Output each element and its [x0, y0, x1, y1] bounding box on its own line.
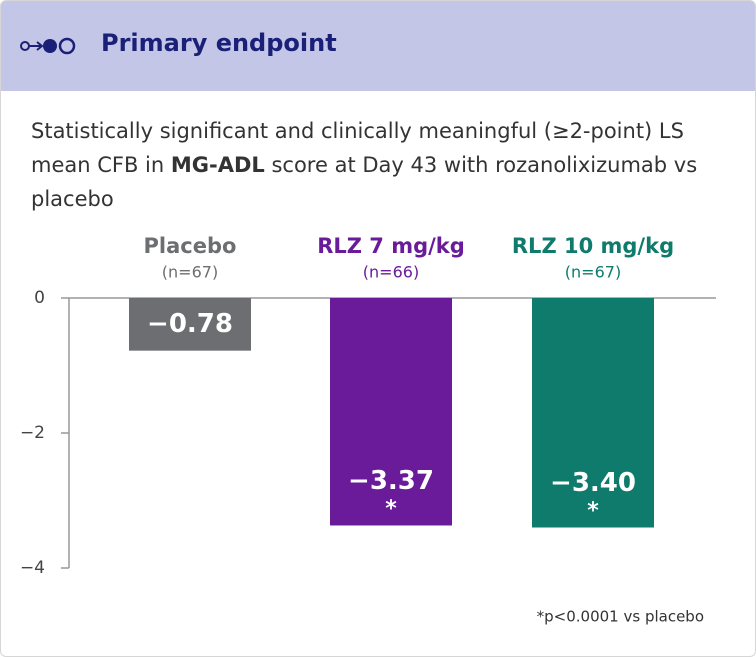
bar [129, 298, 251, 351]
category-label: RLZ 10 mg/kg [512, 234, 674, 258]
significance-mark: * [385, 496, 397, 521]
subtitle-bold: MG-ADL [170, 153, 265, 177]
icon [20, 37, 76, 55]
value-label: −3.40 [550, 468, 636, 498]
subtitle: Statistically significant and clinically… [31, 114, 731, 216]
y-tick-label: −2 [20, 423, 45, 443]
y-tick-label: 0 [34, 288, 45, 308]
category-label: Placebo [144, 234, 237, 258]
significance-mark: * [587, 499, 599, 524]
bar [330, 298, 452, 526]
subtitle-text: Statistically significant and clinically… [31, 119, 684, 177]
header: Primary endpoint [1, 1, 755, 91]
n-label: (n=66) [363, 263, 419, 282]
n-label: (n=67) [565, 263, 621, 282]
chart-title: Primary endpoint [101, 29, 337, 57]
footnote: *p<0.0001 vs placebo [537, 608, 704, 626]
value-label: −0.78 [147, 309, 233, 339]
category-label: RLZ 7 mg/kg [317, 234, 465, 258]
n-label: (n=67) [162, 263, 218, 282]
value-label: −3.37 [348, 466, 434, 496]
bar [532, 298, 654, 528]
subtitle-text: score at Day 43 with rozanolixizumab vs … [31, 153, 698, 211]
y-tick-label: −4 [20, 558, 45, 578]
